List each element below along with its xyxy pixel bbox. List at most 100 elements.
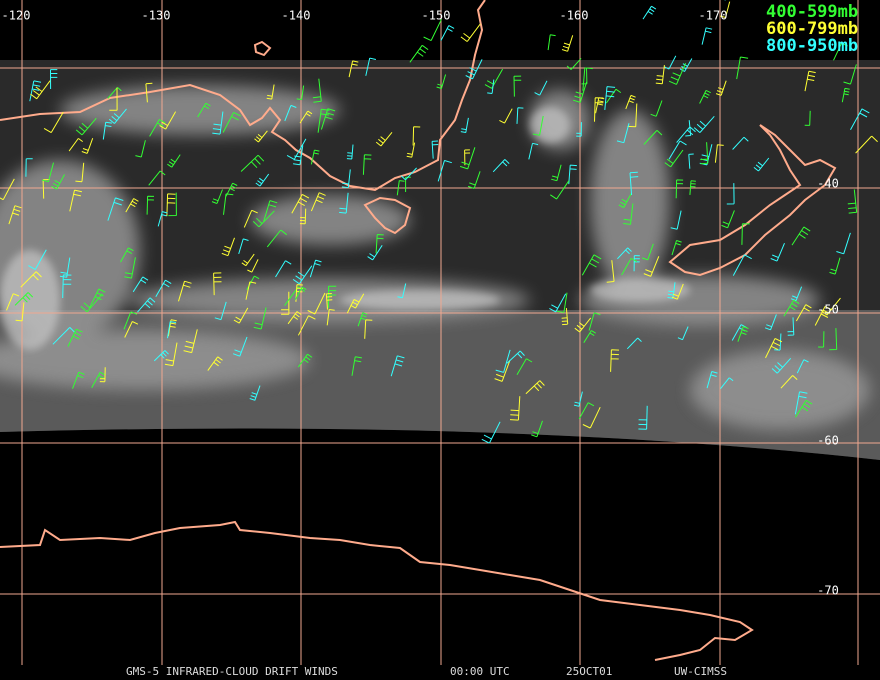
wind-barb — [153, 350, 169, 362]
wind-barb — [159, 111, 177, 130]
wind-barb — [833, 42, 848, 61]
australia-coast — [0, 0, 486, 192]
wind-barb — [75, 117, 97, 136]
wind-barb — [771, 357, 792, 374]
wind-barb — [348, 60, 359, 78]
wind-barb — [699, 89, 711, 104]
wind-barb — [814, 305, 833, 326]
wind-barb — [346, 299, 360, 314]
wind-barb — [246, 275, 260, 291]
wind-barb — [618, 193, 632, 208]
wind-barb — [20, 271, 42, 288]
cloud-imagery — [0, 60, 880, 460]
wind-barb — [317, 108, 330, 133]
wind-barb — [796, 359, 809, 374]
wind-barb — [732, 254, 752, 276]
wind-barb — [528, 142, 539, 160]
wind-barb — [467, 171, 481, 189]
wind-barb — [207, 356, 223, 371]
wind-barb — [367, 245, 383, 261]
wind-barb — [847, 189, 858, 214]
wind-barb — [685, 120, 692, 137]
wind-barb — [688, 153, 694, 169]
wind-barb — [292, 265, 313, 285]
legend-entry: 800-950mb — [766, 36, 858, 56]
wind-barb — [516, 107, 524, 124]
wind-barb — [123, 311, 138, 330]
footer-date: 25OCT01 — [566, 665, 612, 678]
wind-barb — [365, 57, 377, 76]
wind-barb — [293, 145, 304, 166]
wind-barb — [351, 356, 362, 376]
wind-barb — [818, 331, 825, 348]
wind-barb — [627, 103, 638, 128]
wind-barb — [155, 279, 172, 298]
wind-barb — [254, 130, 268, 143]
wind-barb — [68, 137, 83, 152]
wind-barb — [642, 5, 657, 20]
wind-barb — [573, 391, 583, 407]
wind-barb — [551, 164, 562, 182]
wind-barb — [610, 349, 620, 372]
wind-barb — [124, 257, 136, 279]
wind-barb — [296, 85, 305, 101]
wind-barb — [582, 406, 601, 429]
latitude-labels: -40 -50 -60 -70 — [817, 177, 839, 598]
wind-barb — [492, 159, 510, 173]
wind-barb — [69, 189, 83, 212]
wind-barb — [820, 297, 841, 316]
wind-barb — [641, 243, 654, 261]
wind-barb — [721, 210, 735, 229]
wind-barb — [183, 329, 198, 354]
wind-barb — [6, 293, 20, 311]
wind-barb — [72, 371, 85, 389]
wind-barb — [164, 342, 178, 367]
island — [253, 40, 272, 57]
wind-barb — [588, 312, 601, 331]
wind-barb — [30, 80, 51, 100]
wind-barb — [295, 284, 303, 302]
wind-barb — [753, 157, 770, 172]
wind-barb — [375, 234, 384, 254]
wind-barb — [431, 140, 439, 159]
wind-barb — [307, 292, 326, 315]
wind-barb — [460, 23, 481, 42]
wind-barb — [406, 142, 416, 158]
wind-barb — [99, 367, 106, 383]
wind-barb — [719, 1, 731, 18]
wind-barb — [41, 162, 54, 183]
wind-barb — [437, 160, 452, 182]
wind-barb — [89, 288, 106, 308]
wind-barb — [741, 223, 750, 245]
wind-barbs — [0, 0, 878, 444]
wind-barb — [843, 64, 857, 85]
wind-barb — [804, 110, 811, 126]
wind-barb — [780, 375, 798, 389]
footer-time: 00:00 UTC — [450, 665, 510, 678]
wind-barb — [245, 281, 257, 300]
wind-barb — [465, 59, 483, 80]
wind-barb — [396, 180, 405, 196]
wind-barb — [795, 399, 813, 418]
wind-barb — [791, 226, 811, 246]
wind-barb — [211, 189, 223, 204]
wind-barb — [400, 167, 417, 181]
wind-barb — [774, 333, 782, 351]
wind-barb — [167, 321, 177, 339]
wind-barb — [412, 126, 421, 146]
wind-barb — [168, 192, 177, 217]
wind-barb — [581, 254, 602, 276]
wind-barb — [25, 158, 33, 177]
wind-barb — [625, 94, 636, 110]
wind-barb — [795, 304, 812, 322]
legend-entry: 400-599mb — [766, 2, 858, 22]
wind-barb — [459, 147, 476, 170]
wind-barb — [531, 420, 543, 438]
wind-barb — [80, 293, 103, 313]
wind-barb — [107, 87, 122, 99]
wind-barb — [212, 111, 224, 135]
wind-barb — [149, 119, 166, 137]
wind-barb — [255, 173, 270, 187]
wind-barb — [266, 229, 288, 248]
